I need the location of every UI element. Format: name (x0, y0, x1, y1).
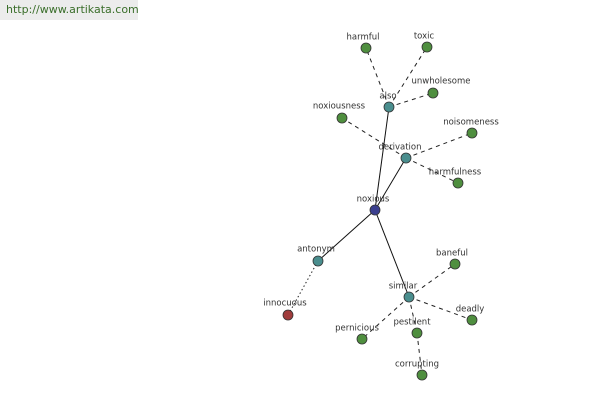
node (452, 177, 464, 189)
node-label[interactable]: noisomeness (443, 118, 499, 128)
node (312, 255, 324, 267)
node-label[interactable]: corrupting (395, 360, 439, 370)
node (369, 204, 381, 216)
node (427, 87, 439, 99)
node (466, 127, 478, 139)
node (336, 112, 348, 124)
node-label[interactable]: toxic (414, 32, 435, 42)
node-label[interactable]: harmful (347, 33, 380, 43)
edge (365, 47, 390, 108)
node (466, 314, 478, 326)
edge (416, 332, 423, 376)
node (400, 152, 412, 164)
edge (405, 157, 459, 184)
node-label[interactable]: derivation (378, 143, 421, 153)
node (282, 309, 294, 321)
node (356, 333, 368, 345)
node-label[interactable]: similar (389, 282, 418, 292)
node-label[interactable]: also (379, 92, 396, 102)
node-label[interactable]: noxious (357, 195, 390, 205)
node-label[interactable]: pestilent (393, 318, 431, 328)
node (360, 42, 372, 54)
node (383, 101, 395, 113)
edge (408, 263, 456, 298)
edge (405, 132, 473, 159)
node-label[interactable]: deadly (456, 305, 485, 315)
edge (374, 106, 390, 211)
edge (361, 296, 410, 340)
edge (408, 296, 418, 334)
node (421, 41, 433, 53)
edge (374, 157, 407, 211)
edge (317, 209, 376, 262)
node-label[interactable]: innocuous (263, 299, 307, 309)
edge (408, 296, 473, 321)
edge (374, 209, 410, 298)
node-label[interactable]: noxiousness (313, 102, 366, 112)
edge (388, 46, 428, 108)
node-label[interactable]: unwholesome (411, 77, 470, 87)
node (411, 327, 423, 339)
node-label[interactable]: harmfulness (429, 168, 482, 178)
node-label[interactable]: pernicious (335, 324, 379, 334)
node-label[interactable]: baneful (436, 249, 468, 259)
node (449, 258, 461, 270)
node (416, 369, 428, 381)
node (403, 291, 415, 303)
site-url[interactable]: http://www.artikata.com (0, 0, 139, 20)
node-label[interactable]: antonym (297, 245, 335, 255)
